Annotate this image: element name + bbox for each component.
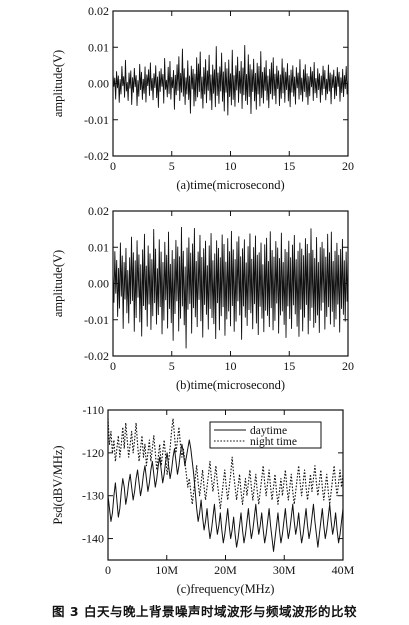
y-tick-label: -0.01 <box>84 313 109 327</box>
x-tick-label: 20 <box>342 359 354 373</box>
y-tick-label: -130 <box>82 489 104 503</box>
chart-c: 0 10M 20M 30M 40M -110 -120 -130 -140 (c)frequenc… <box>51 403 355 596</box>
y-tick-label: 0.00 <box>88 277 109 291</box>
x-tick-label: 15 <box>283 159 295 173</box>
x-tick-label: 0 <box>110 159 116 173</box>
x-tick-label: 15 <box>283 359 295 373</box>
y-tick-label: -0.01 <box>84 113 109 127</box>
y-axis-label: amplitude(V) <box>51 50 65 117</box>
legend-box <box>209 421 322 449</box>
x-axis-label: (b)time(microsecond) <box>176 378 285 392</box>
figure: 0 5 10 15 20 -0.02 -0.01 0.00 0.01 0.02 (a)time(mi… <box>51 4 355 596</box>
chart-b: 0 5 10 15 20 -0.02 -0.01 0.00 0.01 0.02 (b)time(mi… <box>51 204 354 392</box>
series-line-daytime <box>107 439 344 552</box>
x-tick-label: 10 <box>225 159 237 173</box>
x-tick-label: 10 <box>225 359 237 373</box>
y-tick-label: 0.02 <box>88 4 109 18</box>
figure-caption: 图 3 白天与晚上背景噪声时域波形与频域波形的比较 <box>52 604 357 619</box>
y-axis-label: amplitude(V) <box>51 250 65 317</box>
x-tick-label: 10M <box>155 563 178 577</box>
y-axis-label: Psd(dBV/MHz) <box>51 445 65 524</box>
y-tick-label: -110 <box>82 403 104 417</box>
series-line-1 <box>112 44 349 116</box>
y-tick-label: -0.02 <box>84 349 109 363</box>
series-line-1 <box>112 226 349 349</box>
y-tick-label: -140 <box>82 532 104 546</box>
x-tick-label: 40M <box>332 563 355 577</box>
legend-label-daytime: daytime <box>250 425 287 437</box>
series-line-night-time <box>107 418 344 510</box>
y-tick-label: 0.01 <box>88 240 109 254</box>
x-tick-label: 30M <box>273 563 296 577</box>
x-axis-label: (a)time(microsecond) <box>176 178 284 192</box>
y-tick-label: 0.00 <box>88 77 109 91</box>
x-tick-label: 20 <box>342 159 354 173</box>
y-tick-label: 0.01 <box>88 40 109 54</box>
x-axis-label: (c)frequency(MHz) <box>177 582 275 596</box>
y-tick-label: 0.02 <box>88 204 109 218</box>
chart-a: 0 5 10 15 20 -0.02 -0.01 0.00 0.01 0.02 (a)time(mi… <box>51 4 354 192</box>
x-tick-label: 5 <box>169 159 175 173</box>
x-tick-label: 5 <box>169 359 175 373</box>
legend-label-night-time: night time <box>250 436 297 448</box>
x-tick-label: 0 <box>110 359 116 373</box>
y-tick-label: -0.02 <box>84 149 109 163</box>
x-tick-label: 20M <box>214 563 237 577</box>
y-tick-label: -120 <box>82 446 104 460</box>
x-tick-label: 0 <box>105 563 111 577</box>
